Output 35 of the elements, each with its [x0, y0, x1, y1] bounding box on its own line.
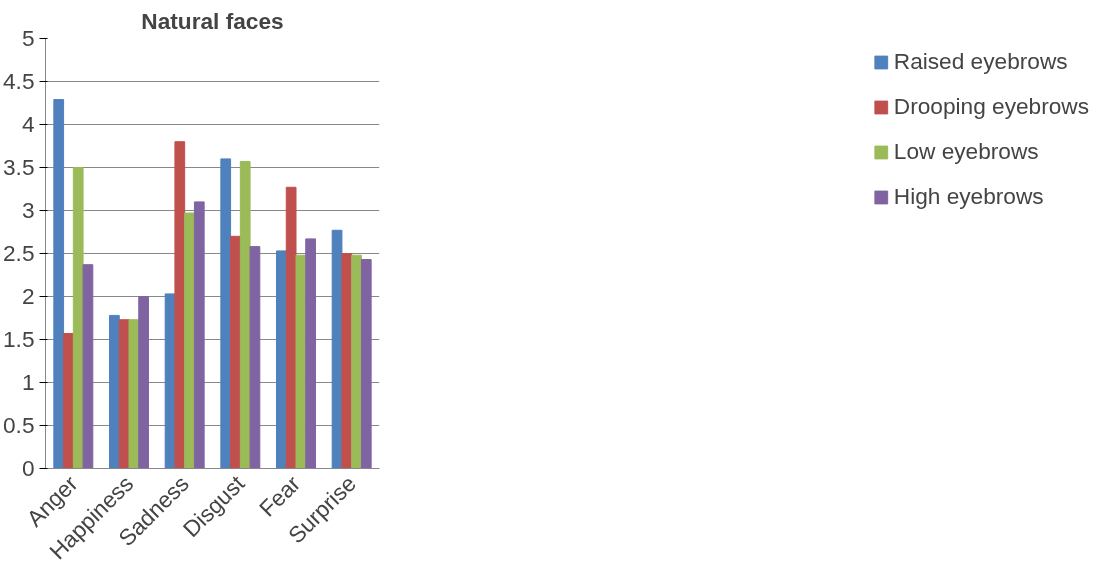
bar	[63, 332, 74, 469]
bar	[53, 99, 65, 469]
y-tick-label: 5	[21, 25, 35, 51]
bar	[193, 201, 205, 469]
bar	[184, 212, 195, 469]
bar	[351, 254, 362, 469]
legend-label: Drooping eyebrows	[893, 93, 1089, 120]
bar	[220, 158, 232, 469]
y-tick-label: 0.5	[3, 412, 35, 438]
bar	[230, 235, 241, 469]
bar	[72, 167, 84, 469]
bar	[174, 141, 186, 469]
bar	[128, 319, 140, 469]
y-tick-label: 0	[21, 455, 35, 481]
bar	[305, 238, 316, 469]
bar	[249, 246, 261, 469]
y-tick-label: 3.5	[3, 154, 35, 180]
y-tick-label: 4.5	[3, 68, 35, 94]
bar	[109, 314, 120, 469]
bar	[295, 254, 307, 469]
bar	[276, 250, 287, 469]
chart-title: Natural faces	[141, 7, 284, 34]
y-tick-label: 2.5	[3, 240, 35, 266]
legend-label: Raised eyebrows	[893, 48, 1068, 75]
y-tick-label: 1	[21, 369, 35, 395]
y-tick-label: 4	[21, 111, 35, 137]
legend-label: Low eyebrows	[893, 138, 1039, 165]
y-tick-label: 3	[21, 197, 35, 223]
bar	[341, 253, 353, 469]
bar	[138, 296, 149, 469]
y-tick-label: 2	[21, 283, 35, 309]
bar	[360, 259, 372, 469]
bar	[82, 264, 94, 469]
y-tick-label: 1.5	[3, 326, 35, 352]
legend-label: High eyebrows	[893, 183, 1044, 210]
